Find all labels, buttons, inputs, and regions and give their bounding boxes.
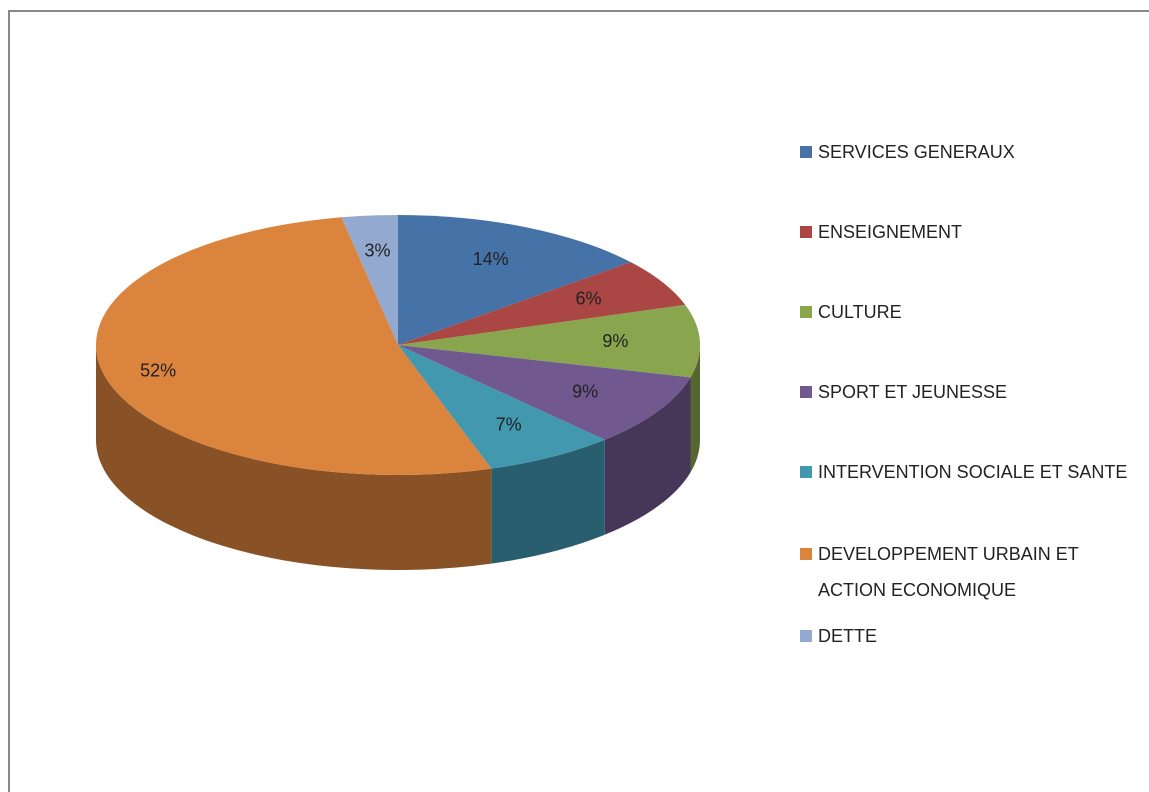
- legend-swatch: [800, 548, 812, 560]
- data-label: 7%: [496, 414, 522, 434]
- legend-swatch: [800, 630, 812, 642]
- chart-frame: [8, 10, 1149, 792]
- legend-item: SERVICES GENERAUX: [800, 134, 1138, 214]
- legend: SERVICES GENERAUX ENSEIGNEMENT CULTURE SPOR…: [800, 134, 1140, 698]
- legend-label: ENSEIGNEMENT: [818, 222, 963, 242]
- data-label: 14%: [473, 249, 509, 269]
- legend-label: SERVICES GENERAUX: [818, 142, 1015, 162]
- pie-slice: [398, 262, 686, 345]
- pie-slice: [398, 345, 691, 440]
- data-label: 6%: [576, 289, 602, 309]
- data-label: 9%: [602, 331, 628, 351]
- legend-item: DEVELOPPEMENT URBAIN ET ACTION ECONOMIQU…: [800, 536, 1138, 618]
- legend-swatch: [800, 306, 812, 318]
- legend-item: DETTE: [800, 618, 1138, 698]
- pie-slice: [398, 345, 605, 469]
- legend-label: INTERVENTION SOCIALE ET SANTE: [818, 462, 1128, 482]
- legend-label: SPORT ET JEUNESSE: [818, 382, 1008, 402]
- data-label: 52%: [140, 360, 176, 380]
- slice-side: [491, 439, 605, 564]
- slice-side: [690, 345, 700, 473]
- pie-slice: [341, 215, 398, 345]
- legend-label: DETTE: [818, 626, 878, 646]
- slice-side: [604, 377, 691, 535]
- legend-item: CULTURE: [800, 294, 1138, 374]
- legend-item: INTERVENTION SOCIALE ET SANTE: [800, 454, 1138, 536]
- legend-item: SPORT ET JEUNESSE: [800, 374, 1138, 454]
- data-label: 3%: [365, 241, 391, 261]
- pie-slice: [398, 215, 631, 345]
- data-label: 9%: [572, 381, 598, 401]
- slice-side: [96, 345, 492, 570]
- legend-swatch: [800, 466, 812, 478]
- legend-swatch: [800, 386, 812, 398]
- legend-item: ENSEIGNEMENT: [800, 214, 1138, 294]
- legend-label: DEVELOPPEMENT URBAIN ET ACTION ECONOMIQU…: [818, 544, 1079, 600]
- pie-slice: [96, 217, 492, 475]
- legend-swatch: [800, 146, 812, 158]
- legend-swatch: [800, 226, 812, 238]
- pie-slice: [398, 304, 700, 378]
- legend-label: CULTURE: [818, 302, 902, 322]
